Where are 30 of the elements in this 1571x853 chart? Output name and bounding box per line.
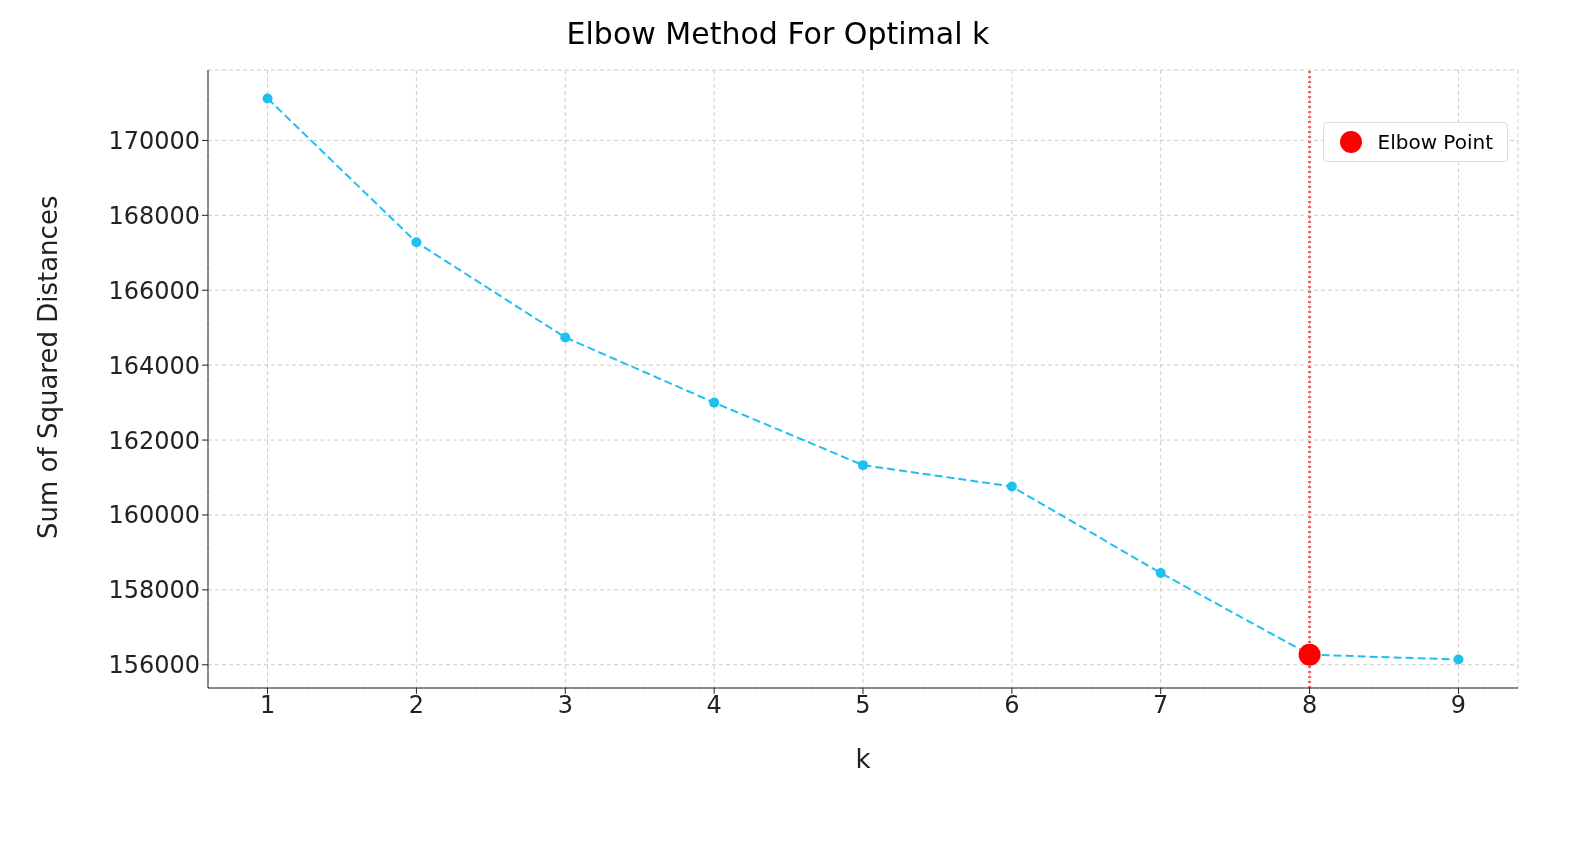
y-tick-label: 170000 <box>108 126 200 155</box>
y-tick-label: 166000 <box>108 276 200 305</box>
x-tick-label: 9 <box>1450 691 1467 720</box>
point <box>560 332 571 343</box>
point <box>1006 481 1017 492</box>
x-tick-label: 6 <box>1004 691 1020 720</box>
point <box>1155 568 1166 579</box>
x-axis-title: k <box>855 744 871 774</box>
point <box>1298 643 1321 666</box>
x-tick-label: 2 <box>408 691 425 720</box>
x-tick-label: 5 <box>855 691 871 720</box>
x-tick-label: 4 <box>706 691 722 720</box>
chart-title: Elbow Method For Optimal k <box>565 15 991 53</box>
point <box>1453 654 1464 665</box>
y-tick-label: 160000 <box>108 501 200 530</box>
point <box>858 460 868 471</box>
x-tick-label: 7 <box>1153 691 1169 720</box>
legend-label: Elbow Point <box>1377 130 1493 154</box>
x-tick-label: 3 <box>557 691 573 720</box>
y-tick-label: 162000 <box>108 426 200 455</box>
point <box>709 397 720 408</box>
point <box>411 237 422 248</box>
y-tick-label: 168000 <box>108 201 200 230</box>
point <box>262 93 273 104</box>
x-tick-label: 8 <box>1301 691 1318 720</box>
y-tick-label: 156000 <box>108 651 200 680</box>
y-axis-title: Sum of Squared Distances <box>33 195 64 539</box>
x-tick-label: 1 <box>259 691 276 720</box>
y-tick-label: 164000 <box>108 351 200 380</box>
y-tick-label: 158000 <box>108 576 200 605</box>
